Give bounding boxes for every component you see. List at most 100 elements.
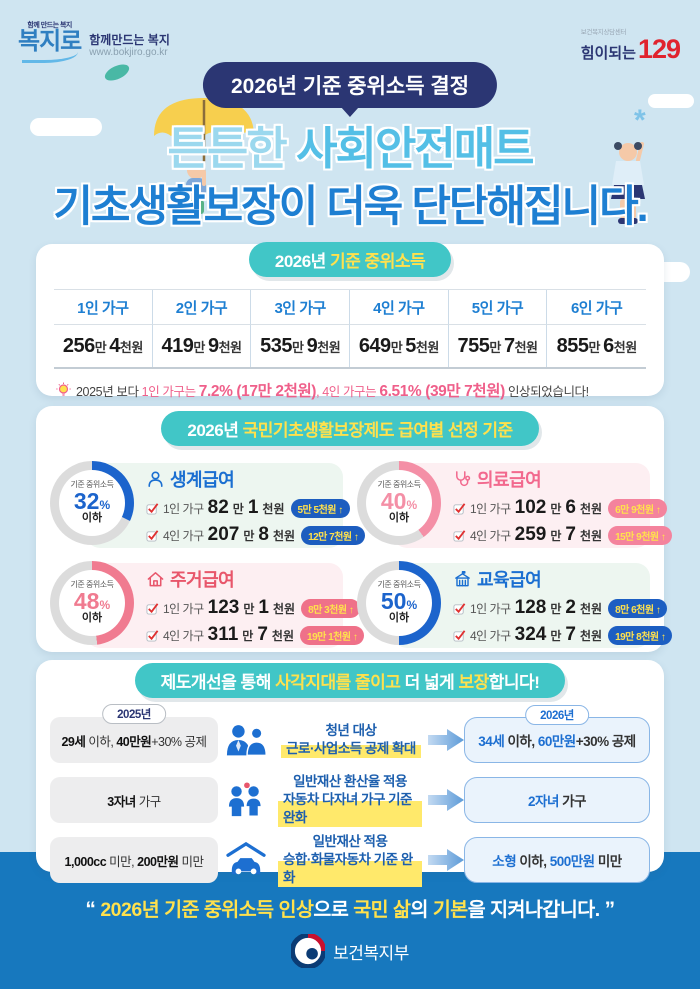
mohw-emblem-icon xyxy=(291,934,326,968)
checkbox-icon xyxy=(453,629,466,642)
before-year-tab: 2025년 xyxy=(102,704,166,724)
bokjiro-logo-small-text: 함께 만드는 복지 xyxy=(27,22,72,29)
benefit-name: 의료급여 xyxy=(477,470,542,490)
bokjiro-logo-mark: 함께 만드는 복지 복지로 xyxy=(18,20,82,63)
benefit-row: 4인 가구 207 만 8 천원 12만 7천원 ↑ xyxy=(146,524,366,546)
increase-badge: 19만 1천원 ↑ xyxy=(300,625,365,645)
improvement-row-vehicle: 1,000cc 미만, 200만원 미만 일반재산 적용 승합·화물자동차 기준… xyxy=(50,833,650,888)
income-value-cell: 256만 4천원 xyxy=(54,325,153,367)
hero-badge: 2026년 기준 중위소득 결정 xyxy=(202,62,498,108)
panel2-title-year: 2026년 xyxy=(187,421,243,440)
call-129-label: 힘이되는 xyxy=(580,45,636,62)
after-box: 소형 이하, 500만원 미만 xyxy=(464,837,650,883)
cloud-decoration xyxy=(648,94,694,108)
panel2-title-main: 국민기초생활보장제도 급여별 선정 기준 xyxy=(242,421,514,440)
right-arrow-icon xyxy=(428,728,464,752)
improvement-label-highlight: 승합·화물자동차 기준 완화 xyxy=(278,850,422,888)
ministry-name: 보건복지부 xyxy=(333,943,409,963)
before-box: 2025년 29세 이하, 40만원+30% 공제 xyxy=(50,704,218,763)
business-people-icon xyxy=(225,723,271,757)
up-arrow-icon: ↑ xyxy=(655,504,661,516)
median-income-panel-title: 2026년 기준 중위소득 xyxy=(248,242,452,277)
percent-donut: 기준 중위소득 32% 이하 xyxy=(50,461,134,545)
income-value-cell: 649만 5천원 xyxy=(350,325,449,367)
call-129-small-text: 보건복지상담센터 xyxy=(580,29,627,36)
improvement-rows: 2025년 29세 이하, 40만원+30% 공제 청년 대상 근로·사업소득 … xyxy=(50,704,650,888)
benefit-row: 4인 가구 259 만 7 천원 15만 9천원 ↑ xyxy=(453,524,673,546)
increase-badge: 8만 6천원 ↑ xyxy=(608,598,668,618)
income-col-header: 6인 가구 xyxy=(547,290,646,325)
note-pink-bold: 7.2% (17만 2천원) xyxy=(198,383,317,400)
cloud-decoration xyxy=(30,118,102,136)
benefit-row: 1인 가구 123 만 1 천원 8만 3천원 ↑ xyxy=(146,597,361,619)
income-col-header: 5인 가구 xyxy=(448,290,548,325)
open-quote-icon: “ xyxy=(85,898,96,921)
income-value-cell: 535만 9천원 xyxy=(251,325,350,367)
child-illustration xyxy=(598,126,656,236)
benefit-name: 교육급여 xyxy=(477,570,542,590)
percent-donut: 기준 중위소득 40% 이하 xyxy=(357,461,441,545)
income-col-header: 3인 가구 xyxy=(251,290,350,325)
note-pink: 4인 가구는 xyxy=(322,385,380,399)
up-arrow-icon: ↑ xyxy=(660,531,666,543)
children-icon xyxy=(224,782,268,818)
up-arrow-icon: ↑ xyxy=(338,504,343,516)
after-year-tab: 2026년 xyxy=(525,705,589,725)
percent-donut: 기준 중위소득 50% 이하 xyxy=(357,561,441,645)
hero-title-line1: 튼튼한 사회안전매트 xyxy=(0,112,700,177)
checkbox-icon xyxy=(453,502,466,515)
hero-title2-regular: 이 더욱 xyxy=(278,183,412,231)
before-box: 1,000cc 미만, 200만원 미만 xyxy=(50,837,218,883)
close-quote-icon: ” xyxy=(604,898,616,921)
checkbox-icon xyxy=(146,629,159,642)
person-icon xyxy=(146,470,165,489)
bulb-icon xyxy=(56,382,71,398)
percent-donut: 기준 중위소득 48% 이하 xyxy=(50,561,134,645)
benefit-row: 4인 가구 311 만 7 천원 19만 1천원 ↑ xyxy=(146,624,365,646)
income-value-cell: 419만 9천원 xyxy=(153,325,252,367)
increase-badge: 6만 9천원 ↑ xyxy=(608,498,668,518)
asterisk-decoration: * xyxy=(634,104,646,137)
bokjiro-tagline: 함께만드는 복지 xyxy=(89,32,170,47)
after-box: 2026년 34세 이하, 60만원+30% 공제 xyxy=(464,705,650,763)
improvement-row-youth: 2025년 29세 이하, 40만원+30% 공제 청년 대상 근로·사업소득 … xyxy=(50,704,650,764)
income-col-header: 1인 가구 xyxy=(54,290,153,325)
note-dark: 2025년 보다 xyxy=(76,385,142,399)
benefit-row: 1인 가구 82 만 1 천원 5만 5천원 ↑ xyxy=(146,497,350,519)
hero-title-light: 튼튼한 xyxy=(167,123,297,174)
stethoscope-icon xyxy=(453,470,472,489)
bokjiro-url: www.bokjiro.go.kr xyxy=(89,47,168,58)
school-icon xyxy=(453,570,472,589)
right-arrow-icon xyxy=(428,788,464,812)
benefit-name: 주거급여 xyxy=(170,570,235,590)
hero-title2-bold2: 단단 xyxy=(411,183,488,231)
benefit-row: 1인 가구 128 만 2 천원 8만 6천원 ↑ xyxy=(453,597,668,619)
income-col-header: 2인 가구 xyxy=(152,290,252,325)
benefit-row: 4인 가구 324 만 7 천원 19만 8천원 ↑ xyxy=(453,624,673,646)
improvement-label-highlight: 자동차 다자녀 가구 기준 완화 xyxy=(278,790,422,828)
checkbox-icon xyxy=(453,602,466,615)
improvement-label-top: 일반재산 적용 xyxy=(312,833,388,849)
median-income-table: 1인 가구 2인 가구 3인 가구 4인 가구 5인 가구 6인 가구 256만… xyxy=(54,289,646,369)
right-arrow-icon xyxy=(428,848,464,872)
income-value-cell: 755만 7천원 xyxy=(449,325,548,367)
benefit-cards: 기준 중위소득 32% 이하 생계급여 1인 가구 82 만 1 천원 5만 5천원 ↑ … xyxy=(50,458,673,648)
checkbox-icon xyxy=(453,529,466,542)
leaf-decoration xyxy=(102,61,132,84)
up-arrow-icon: ↑ xyxy=(353,531,359,543)
median-income-panel: 2026년 기준 중위소득 1인 가구 2인 가구 3인 가구 4인 가구 5인… xyxy=(36,242,664,400)
after-box: 2자녀 가구 xyxy=(464,777,650,823)
benefit-panel-title: 2026년 국민기초생활보장제도 급여별 선정 기준 xyxy=(161,411,539,446)
improvement-label-top: 청년 대상 xyxy=(325,722,377,738)
checkbox-icon xyxy=(146,502,159,515)
house-icon xyxy=(146,570,165,589)
improvement-label-top: 일반재산 환산율 적용 xyxy=(293,773,407,789)
hero-title-strong: 사회안전매트 xyxy=(296,123,534,174)
ministry-signature: 보건복지부 xyxy=(0,934,700,968)
income-col-header: 4인 가구 xyxy=(349,290,449,325)
call-129-logo: 보건복지상담센터 힘이되는 129 xyxy=(580,26,681,63)
note-dark: 인상되었습니다! xyxy=(504,385,589,399)
hero-title2-bold: 기초생활보장 xyxy=(53,183,280,231)
before-box: 3자녀 가구 xyxy=(50,777,218,823)
